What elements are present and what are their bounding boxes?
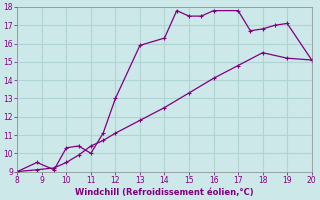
X-axis label: Windchill (Refroidissement éolien,°C): Windchill (Refroidissement éolien,°C) <box>75 188 254 197</box>
